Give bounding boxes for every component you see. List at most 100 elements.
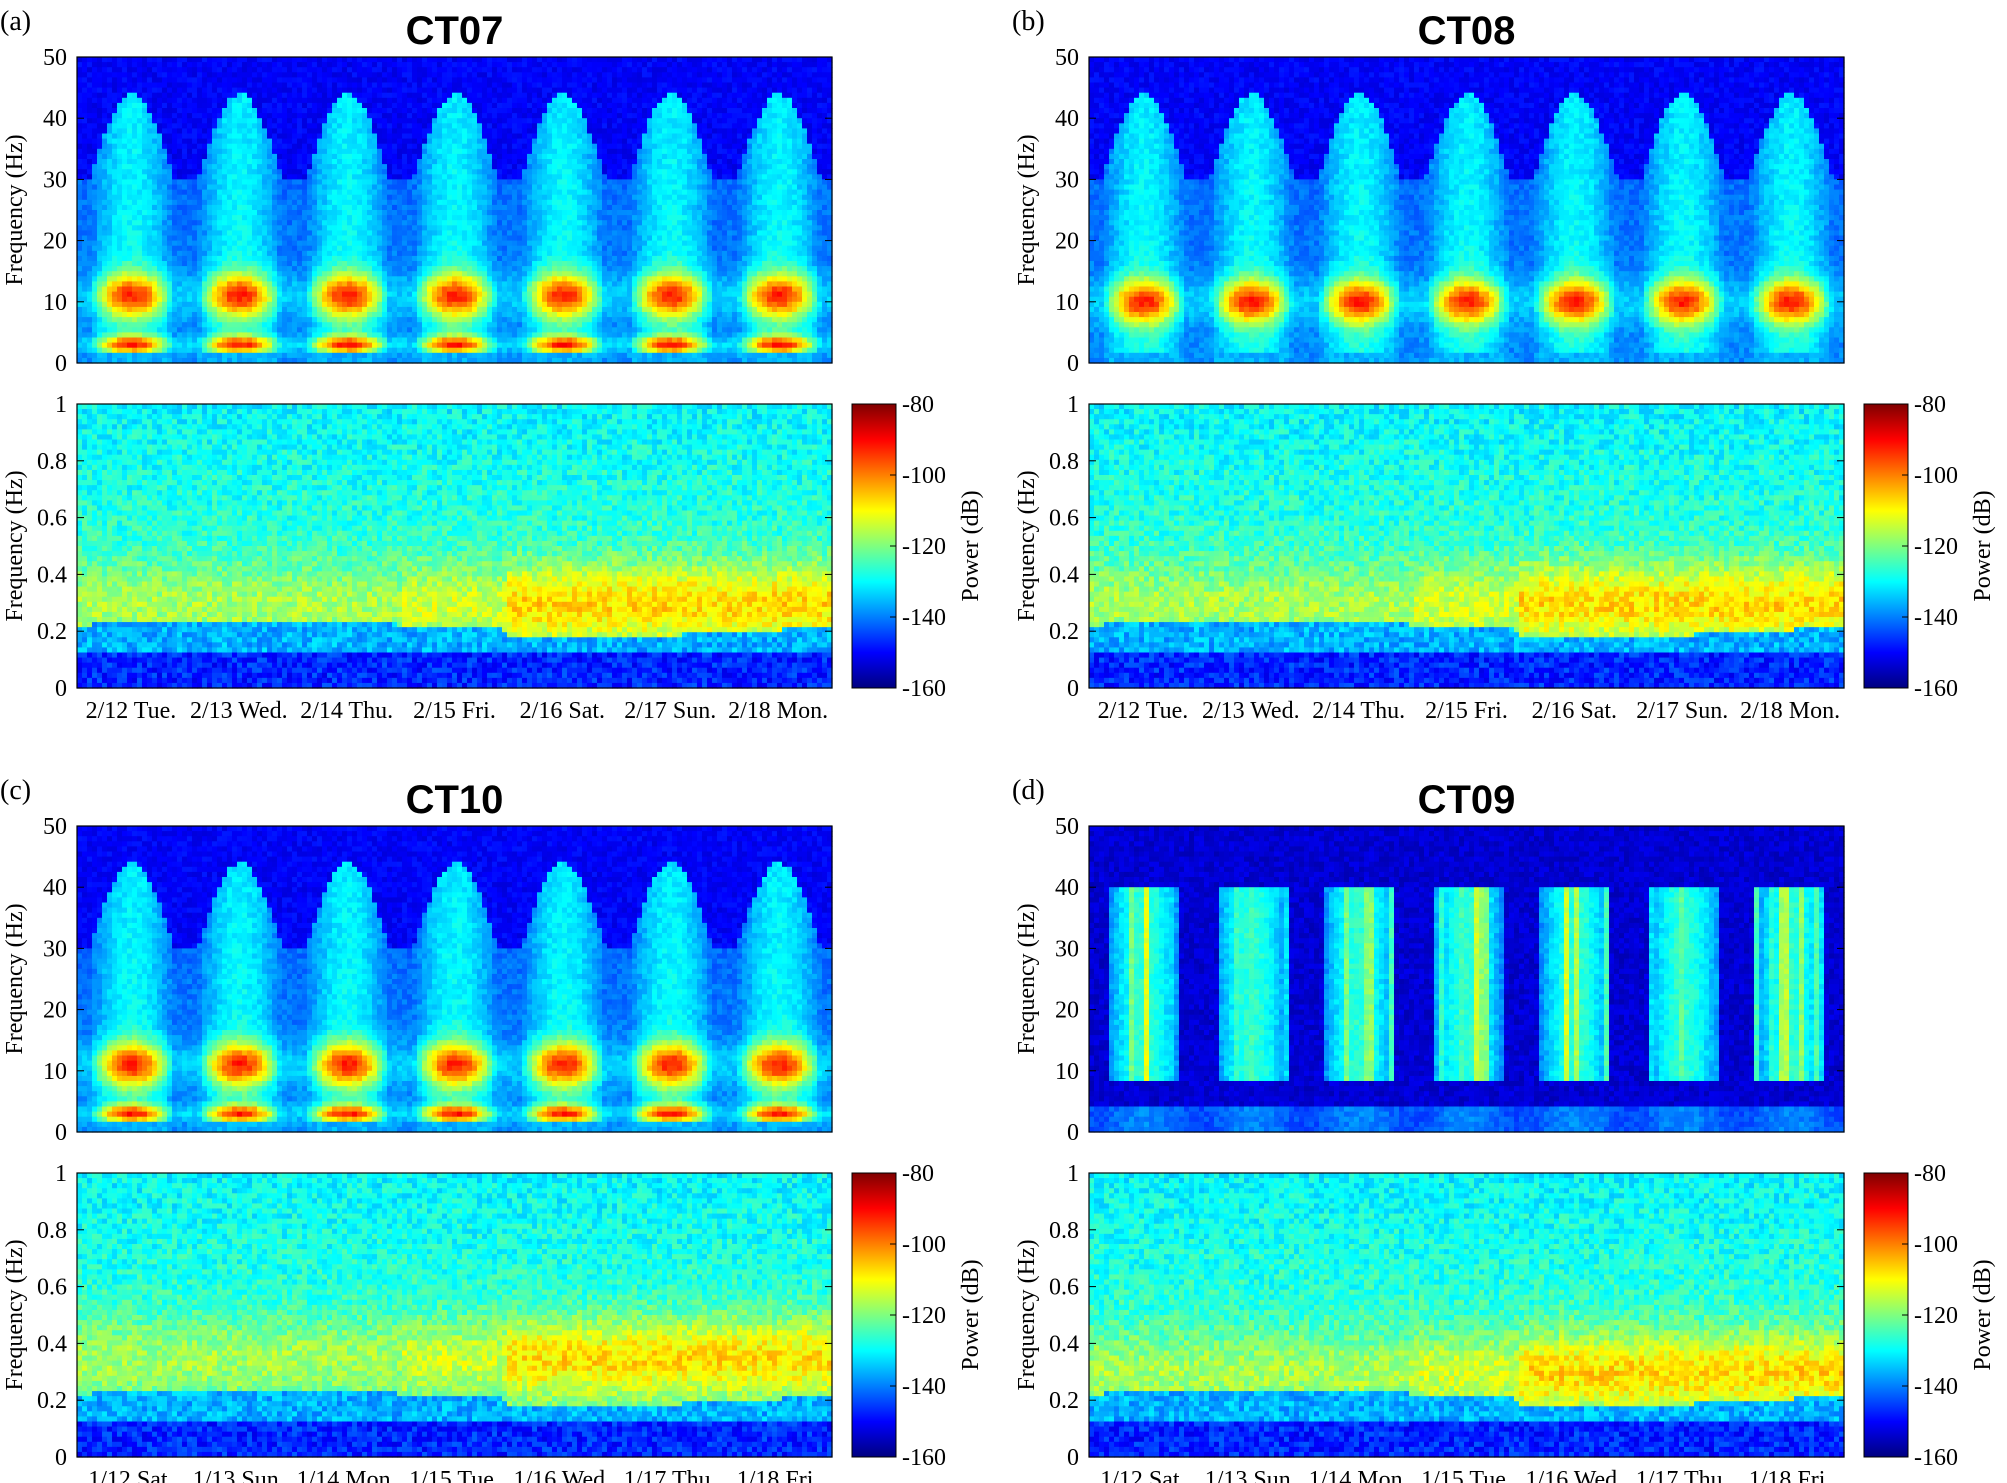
top-cell bbox=[92, 57, 98, 63]
top-cell bbox=[107, 57, 113, 63]
top-cell bbox=[102, 251, 108, 257]
top-cell bbox=[112, 164, 118, 170]
top-cell bbox=[77, 271, 83, 277]
top-cell bbox=[92, 174, 98, 180]
top-cell bbox=[102, 225, 108, 231]
top-cell bbox=[87, 312, 93, 318]
top-cell bbox=[92, 287, 98, 293]
top-cell bbox=[122, 271, 128, 277]
spectrogram-figure: (a) CT0701020304050Frequency (Hz)00.20.40… bbox=[0, 0, 2007, 1483]
top-cell bbox=[97, 332, 103, 338]
top-cell bbox=[87, 276, 93, 282]
top-cell bbox=[107, 251, 113, 257]
top-cell bbox=[77, 62, 83, 68]
top-cell bbox=[77, 292, 83, 298]
top-cell bbox=[117, 159, 123, 165]
top-cell bbox=[92, 215, 98, 221]
top-cell bbox=[102, 271, 108, 277]
top-cell bbox=[97, 292, 103, 298]
top-cell bbox=[112, 174, 118, 180]
top-cell bbox=[87, 261, 93, 267]
top-cell bbox=[92, 128, 98, 134]
top-cell bbox=[77, 195, 83, 201]
top-cell bbox=[97, 154, 103, 160]
top-cell bbox=[107, 88, 113, 94]
top-cell bbox=[112, 144, 118, 150]
top-cell bbox=[97, 220, 103, 226]
top-cell bbox=[87, 322, 93, 328]
top-cell bbox=[122, 297, 128, 303]
top-cell bbox=[107, 195, 113, 201]
top-cell bbox=[102, 307, 108, 313]
top-cell bbox=[102, 322, 108, 328]
top-cell bbox=[87, 164, 93, 170]
top-cell bbox=[92, 317, 98, 323]
top-cell bbox=[112, 215, 118, 221]
top-cell bbox=[87, 128, 93, 134]
top-cell bbox=[97, 77, 103, 83]
top-cell bbox=[97, 225, 103, 231]
top-cell bbox=[122, 62, 128, 68]
top-cell bbox=[122, 256, 128, 262]
top-cell bbox=[122, 154, 128, 160]
top-cell bbox=[122, 241, 128, 247]
top-cell bbox=[107, 169, 113, 175]
top-cell bbox=[117, 67, 123, 73]
top-cell bbox=[92, 292, 98, 298]
top-cell bbox=[82, 302, 88, 308]
top-cell bbox=[122, 220, 128, 226]
top-cell bbox=[92, 271, 98, 277]
top-cell bbox=[107, 261, 113, 267]
top-cell bbox=[107, 62, 113, 68]
top-cell bbox=[82, 179, 88, 185]
top-cell bbox=[82, 281, 88, 287]
top-cell bbox=[112, 159, 118, 165]
top-cell bbox=[97, 307, 103, 313]
top-cell bbox=[92, 353, 98, 359]
top-cell bbox=[122, 72, 128, 78]
top-cell bbox=[122, 236, 128, 242]
top-cell bbox=[92, 93, 98, 99]
top-cell bbox=[107, 190, 113, 196]
top-cell bbox=[97, 256, 103, 262]
top-cell bbox=[77, 134, 83, 140]
top-cell bbox=[82, 62, 88, 68]
top-cell bbox=[122, 134, 128, 140]
top-cell bbox=[112, 139, 118, 145]
top-cell bbox=[112, 353, 118, 359]
top-cell bbox=[87, 108, 93, 114]
top-cell bbox=[102, 338, 108, 344]
top-cell bbox=[87, 159, 93, 165]
top-cell bbox=[122, 174, 128, 180]
top-cell bbox=[87, 297, 93, 303]
top-cell bbox=[87, 210, 93, 216]
top-cell bbox=[82, 343, 88, 349]
top-cell bbox=[117, 62, 123, 68]
top-cell bbox=[117, 281, 123, 287]
top-cell bbox=[122, 67, 128, 73]
top-cell bbox=[92, 139, 98, 145]
top-cell bbox=[122, 215, 128, 221]
top-cell bbox=[82, 307, 88, 313]
top-cell bbox=[117, 266, 123, 272]
top-cell bbox=[87, 134, 93, 140]
top-cell bbox=[87, 57, 93, 63]
top-cell bbox=[122, 139, 128, 145]
top-cell bbox=[102, 139, 108, 145]
top-cell bbox=[122, 292, 128, 298]
top-cell bbox=[82, 230, 88, 236]
top-cell bbox=[87, 251, 93, 257]
top-cell bbox=[117, 215, 123, 221]
top-cell bbox=[102, 205, 108, 211]
top-cell bbox=[82, 77, 88, 83]
top-cell bbox=[97, 118, 103, 124]
top-cell bbox=[87, 174, 93, 180]
top-cell bbox=[107, 185, 113, 191]
top-cell bbox=[82, 271, 88, 277]
top-cell bbox=[77, 353, 83, 359]
top-cell bbox=[112, 154, 118, 160]
top-spectrogram bbox=[77, 57, 833, 364]
top-cell bbox=[87, 93, 93, 99]
top-cell bbox=[107, 118, 113, 124]
top-cell bbox=[112, 93, 118, 99]
